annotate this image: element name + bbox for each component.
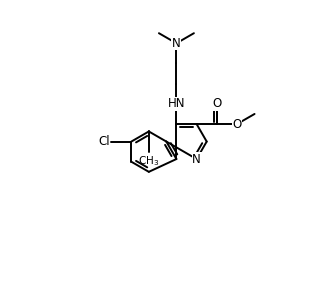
Text: N: N [172,37,181,50]
Text: CH$_3$: CH$_3$ [138,154,159,168]
Text: O: O [232,118,242,131]
Text: O: O [212,97,221,110]
Text: Cl: Cl [98,135,110,148]
Text: N: N [192,152,201,166]
Text: HN: HN [168,97,185,110]
